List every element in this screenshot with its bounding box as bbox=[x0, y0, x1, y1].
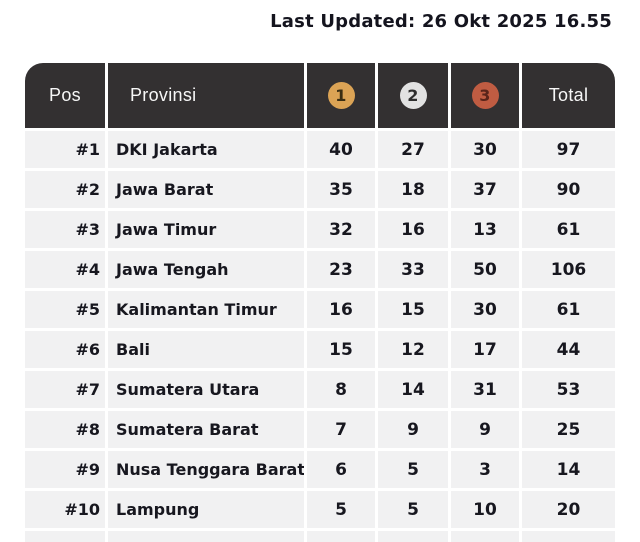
pos-cell: #4 bbox=[25, 251, 105, 288]
gold-count-cell: 15 bbox=[307, 331, 375, 368]
column-header-silver: 2 bbox=[378, 63, 448, 128]
total-count-cell: 44 bbox=[522, 331, 615, 368]
bronze-count-cell: 9 bbox=[451, 411, 519, 448]
gold-count-cell: 7 bbox=[307, 411, 375, 448]
gold-count-cell: 32 bbox=[307, 211, 375, 248]
gold-count-cell: 8 bbox=[307, 371, 375, 408]
bronze-count-cell: 17 bbox=[451, 331, 519, 368]
bronze-count-cell: 30 bbox=[451, 291, 519, 328]
gold-count-cell: 23 bbox=[307, 251, 375, 288]
pos-cell: #9 bbox=[25, 451, 105, 488]
column-header-gold: 1 bbox=[307, 63, 375, 128]
provinsi-cell: Lampung bbox=[108, 491, 304, 528]
gold-count-cell bbox=[307, 531, 375, 542]
silver-count-cell: 5 bbox=[378, 491, 448, 528]
silver-count-cell: 33 bbox=[378, 251, 448, 288]
last-updated-label: Last Updated: 26 Okt 2025 16.55 bbox=[270, 11, 612, 32]
provinsi-cell: Sumatera Utara bbox=[108, 371, 304, 408]
bronze-count-cell: 3 bbox=[451, 451, 519, 488]
total-count-cell bbox=[522, 531, 615, 542]
bronze-medal-icon: 3 bbox=[471, 82, 499, 109]
bronze-count-cell: 13 bbox=[451, 211, 519, 248]
total-count-cell: 53 bbox=[522, 371, 615, 408]
pos-cell: #8 bbox=[25, 411, 105, 448]
column-header-total: Total bbox=[522, 63, 615, 128]
pos-cell: #5 bbox=[25, 291, 105, 328]
gold-count-cell: 6 bbox=[307, 451, 375, 488]
pos-cell: #2 bbox=[25, 171, 105, 208]
total-count-cell: 97 bbox=[522, 131, 615, 168]
silver-count-cell: 12 bbox=[378, 331, 448, 368]
silver-count-cell: 9 bbox=[378, 411, 448, 448]
gold-count-cell: 35 bbox=[307, 171, 375, 208]
gold-count-cell: 40 bbox=[307, 131, 375, 168]
pos-cell: #10 bbox=[25, 491, 105, 528]
bronze-count-cell: 31 bbox=[451, 371, 519, 408]
bronze-count-cell: 10 bbox=[451, 491, 519, 528]
total-count-cell: 20 bbox=[522, 491, 615, 528]
provinsi-cell: Jawa Timur bbox=[108, 211, 304, 248]
gold-count-cell: 16 bbox=[307, 291, 375, 328]
pos-cell: #3 bbox=[25, 211, 105, 248]
pos-cell: #1 bbox=[25, 131, 105, 168]
silver-count-cell bbox=[378, 531, 448, 542]
bronze-count-cell: 30 bbox=[451, 131, 519, 168]
silver-count-cell: 18 bbox=[378, 171, 448, 208]
gold-medal-icon: 1 bbox=[327, 82, 355, 109]
provinsi-cell: DKI Jakarta bbox=[108, 131, 304, 168]
total-count-cell: 106 bbox=[522, 251, 615, 288]
provinsi-cell: Jawa Tengah bbox=[108, 251, 304, 288]
bronze-count-cell: 50 bbox=[451, 251, 519, 288]
provinsi-cell bbox=[108, 531, 304, 542]
provinsi-cell: Jawa Barat bbox=[108, 171, 304, 208]
column-header-provinsi: Provinsi bbox=[108, 63, 304, 128]
silver-medal-icon: 2 bbox=[399, 82, 427, 109]
medal-standings-table: Pos Provinsi 1 2 3 Total #1 DKI Jakarta … bbox=[25, 63, 615, 542]
column-header-bronze: 3 bbox=[451, 63, 519, 128]
provinsi-cell: Sumatera Barat bbox=[108, 411, 304, 448]
bronze-count-cell: 37 bbox=[451, 171, 519, 208]
total-count-cell: 25 bbox=[522, 411, 615, 448]
silver-count-cell: 14 bbox=[378, 371, 448, 408]
gold-count-cell: 5 bbox=[307, 491, 375, 528]
pos-cell: #6 bbox=[25, 331, 105, 368]
silver-count-cell: 27 bbox=[378, 131, 448, 168]
total-count-cell: 61 bbox=[522, 211, 615, 248]
silver-count-cell: 16 bbox=[378, 211, 448, 248]
silver-count-cell: 15 bbox=[378, 291, 448, 328]
provinsi-cell: Kalimantan Timur bbox=[108, 291, 304, 328]
total-count-cell: 90 bbox=[522, 171, 615, 208]
provinsi-cell: Nusa Tenggara Barat bbox=[108, 451, 304, 488]
provinsi-cell: Bali bbox=[108, 331, 304, 368]
pos-cell: #7 bbox=[25, 371, 105, 408]
total-count-cell: 61 bbox=[522, 291, 615, 328]
total-count-cell: 14 bbox=[522, 451, 615, 488]
pos-cell bbox=[25, 531, 105, 542]
silver-count-cell: 5 bbox=[378, 451, 448, 488]
bronze-count-cell bbox=[451, 531, 519, 542]
column-header-pos: Pos bbox=[25, 63, 105, 128]
